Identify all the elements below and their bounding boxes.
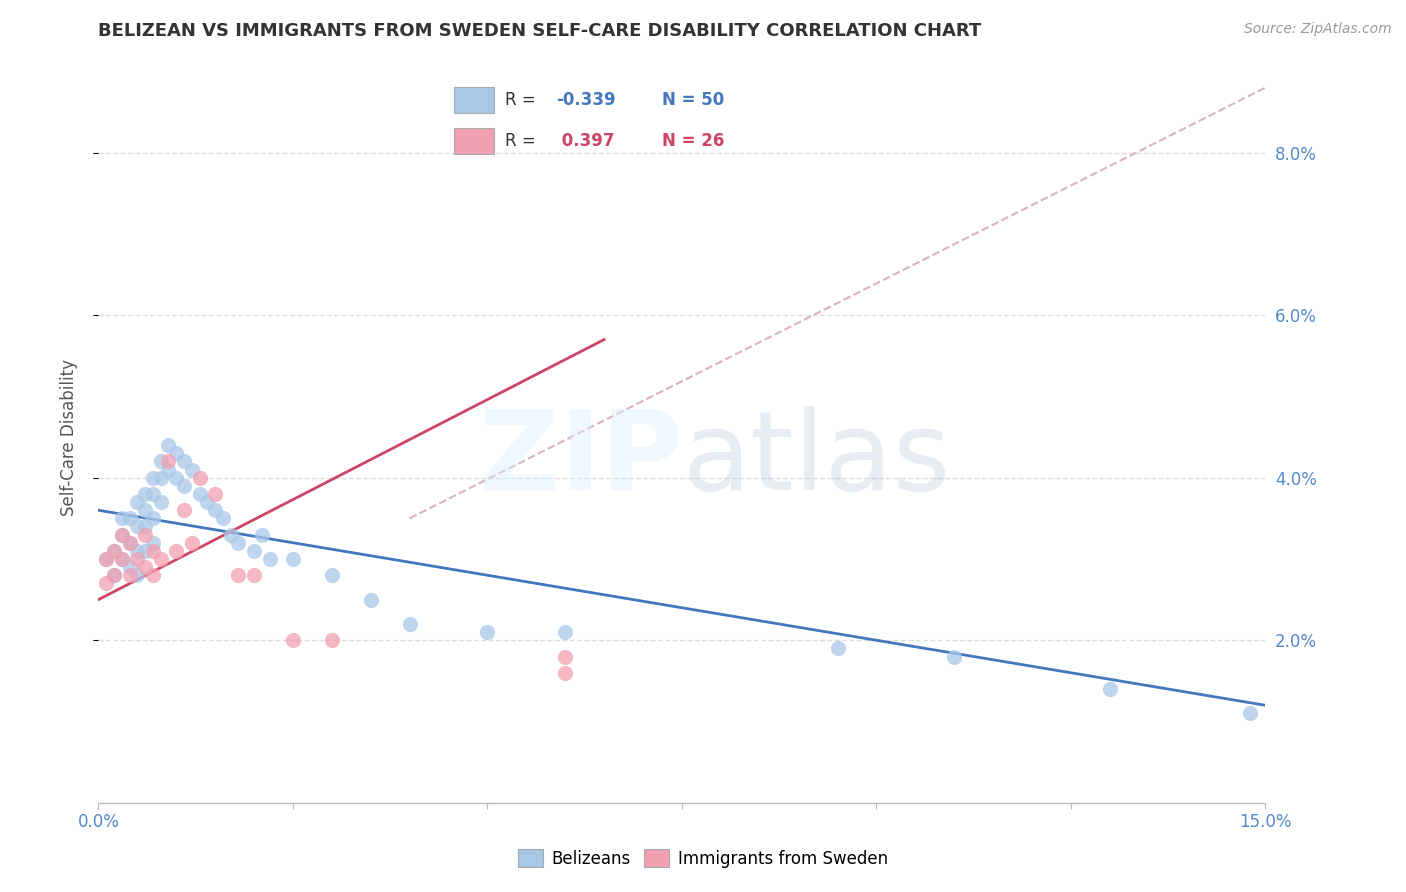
Point xyxy=(281,633,304,648)
Point xyxy=(96,552,118,566)
Point xyxy=(243,568,266,582)
Point xyxy=(195,495,218,509)
Point xyxy=(134,544,156,558)
Point xyxy=(173,479,195,493)
Point xyxy=(127,568,149,582)
Point xyxy=(118,535,141,549)
Point xyxy=(1239,706,1261,721)
FancyBboxPatch shape xyxy=(454,87,494,113)
Point xyxy=(111,527,134,541)
Point xyxy=(149,454,172,468)
Y-axis label: Self-Care Disability: Self-Care Disability xyxy=(59,359,77,516)
Point xyxy=(180,535,202,549)
Point xyxy=(127,495,149,509)
Text: Source: ZipAtlas.com: Source: ZipAtlas.com xyxy=(1244,22,1392,37)
Point xyxy=(96,576,118,591)
Legend: Belizeans, Immigrants from Sweden: Belizeans, Immigrants from Sweden xyxy=(512,843,894,874)
Point xyxy=(204,487,226,501)
Text: 0.397: 0.397 xyxy=(557,132,614,150)
Point xyxy=(142,544,165,558)
Point xyxy=(111,552,134,566)
Text: N = 26: N = 26 xyxy=(662,132,724,150)
Point xyxy=(827,641,849,656)
Point xyxy=(228,535,250,549)
Point xyxy=(157,438,180,452)
Point xyxy=(360,592,382,607)
Point xyxy=(212,511,235,525)
Point xyxy=(149,495,172,509)
Point xyxy=(219,527,242,541)
Point xyxy=(554,665,576,680)
Point xyxy=(103,544,125,558)
Point xyxy=(127,552,149,566)
Point xyxy=(477,625,499,640)
Point xyxy=(142,568,165,582)
Text: R =: R = xyxy=(505,132,541,150)
Point xyxy=(103,568,125,582)
Text: -0.339: -0.339 xyxy=(557,91,616,109)
Point xyxy=(1098,681,1121,696)
Text: atlas: atlas xyxy=(682,406,950,513)
Point xyxy=(142,535,165,549)
Text: BELIZEAN VS IMMIGRANTS FROM SWEDEN SELF-CARE DISABILITY CORRELATION CHART: BELIZEAN VS IMMIGRANTS FROM SWEDEN SELF-… xyxy=(98,22,981,40)
Point xyxy=(118,511,141,525)
Point xyxy=(118,560,141,574)
Point xyxy=(157,454,180,468)
Point xyxy=(321,568,343,582)
Point xyxy=(149,471,172,485)
Point xyxy=(142,511,165,525)
Point xyxy=(149,552,172,566)
Point xyxy=(180,462,202,476)
Point xyxy=(118,535,141,549)
Point xyxy=(188,471,211,485)
Point xyxy=(259,552,281,566)
Point xyxy=(188,487,211,501)
Point xyxy=(111,511,134,525)
Point xyxy=(134,503,156,517)
Point xyxy=(243,544,266,558)
Point xyxy=(134,519,156,533)
Point xyxy=(118,568,141,582)
Point xyxy=(134,560,156,574)
Point xyxy=(228,568,250,582)
Point xyxy=(943,649,966,664)
Point xyxy=(111,527,134,541)
Point xyxy=(134,487,156,501)
Point xyxy=(554,649,576,664)
Point xyxy=(398,617,420,632)
Point xyxy=(250,527,273,541)
Point xyxy=(554,625,576,640)
Point xyxy=(165,471,187,485)
Point xyxy=(103,544,125,558)
Point xyxy=(157,462,180,476)
Text: N = 50: N = 50 xyxy=(662,91,724,109)
Point xyxy=(173,503,195,517)
Point xyxy=(281,552,304,566)
Point xyxy=(165,544,187,558)
Point xyxy=(127,544,149,558)
Point xyxy=(204,503,226,517)
Point xyxy=(165,446,187,460)
Point xyxy=(134,527,156,541)
Point xyxy=(173,454,195,468)
Text: R =: R = xyxy=(505,91,541,109)
Text: ZIP: ZIP xyxy=(478,406,682,513)
Point xyxy=(103,568,125,582)
Point xyxy=(142,471,165,485)
FancyBboxPatch shape xyxy=(454,128,494,154)
Point xyxy=(96,552,118,566)
Point xyxy=(321,633,343,648)
Point xyxy=(142,487,165,501)
Point xyxy=(111,552,134,566)
Point xyxy=(127,519,149,533)
